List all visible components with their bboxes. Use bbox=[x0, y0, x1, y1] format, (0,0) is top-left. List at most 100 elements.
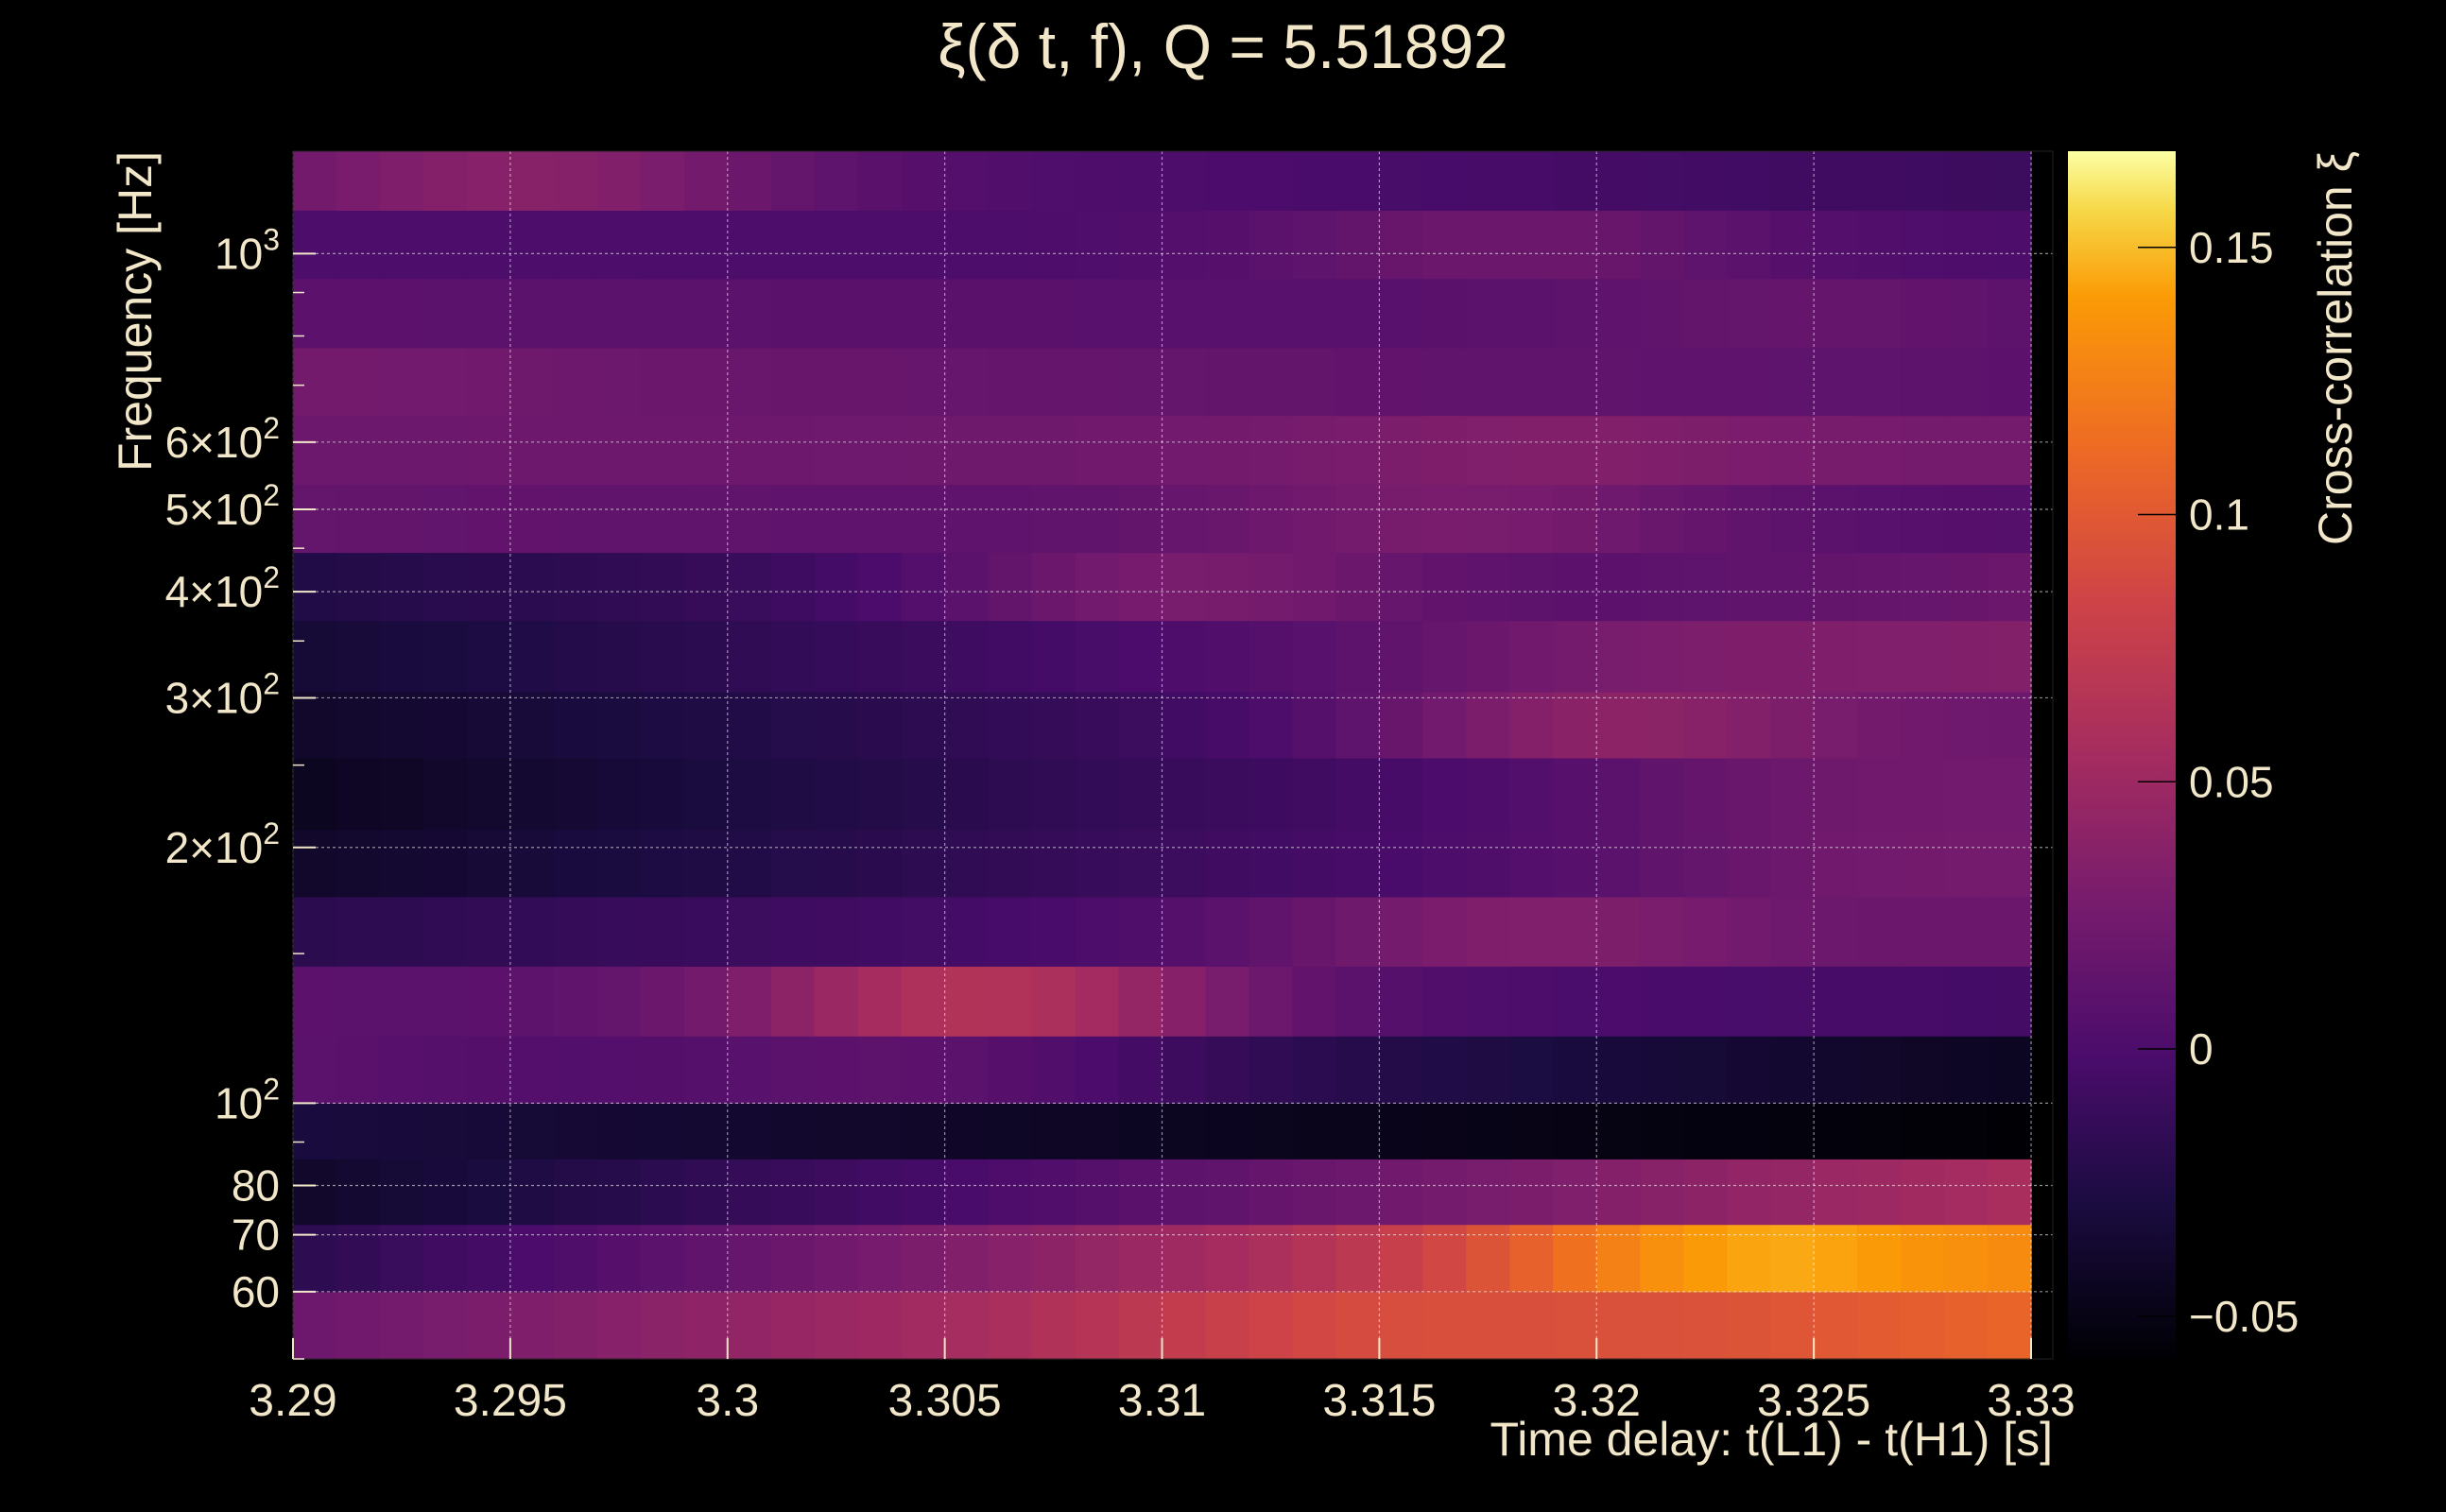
heatmap-cell bbox=[1292, 620, 1337, 693]
heatmap-cell bbox=[336, 1224, 381, 1293]
heatmap-cell bbox=[1727, 1224, 1771, 1293]
heatmap-cell bbox=[1075, 151, 1120, 212]
heatmap-cell bbox=[553, 1036, 598, 1104]
heatmap-cell bbox=[553, 966, 598, 1037]
heatmap-cell bbox=[1553, 347, 1597, 417]
heatmap-cell bbox=[1814, 415, 1858, 486]
y-tick-label: 102 bbox=[215, 1072, 280, 1127]
heatmap-cell bbox=[857, 484, 903, 554]
heatmap-cell bbox=[988, 757, 1033, 831]
heatmap-cell bbox=[1075, 829, 1120, 898]
heatmap-cell bbox=[683, 829, 729, 898]
heatmap-cell bbox=[1727, 1036, 1771, 1104]
heatmap-cell bbox=[1770, 210, 1815, 280]
heatmap-cell bbox=[901, 1103, 946, 1160]
heatmap-cell bbox=[1814, 966, 1858, 1037]
heatmap-cell bbox=[1770, 896, 1815, 967]
heatmap-cell bbox=[944, 151, 990, 212]
x-tick-label: 3.325 bbox=[1757, 1376, 1870, 1426]
heatmap-cell bbox=[640, 966, 685, 1037]
heatmap-cell bbox=[466, 552, 511, 622]
heatmap-cell bbox=[770, 415, 816, 486]
heatmap-cell bbox=[857, 1224, 903, 1293]
heatmap-cell bbox=[640, 484, 685, 554]
heatmap-cell bbox=[422, 1291, 468, 1360]
heatmap-cell bbox=[466, 415, 511, 486]
heatmap-cell bbox=[1509, 1036, 1554, 1104]
heatmap-cell bbox=[1901, 1224, 1945, 1293]
heatmap-cell bbox=[857, 415, 903, 486]
heatmap-cell bbox=[293, 966, 337, 1037]
x-axis-label: Time delay: t(L1) - t(H1) [s] bbox=[1490, 1413, 2053, 1466]
heatmap-cell bbox=[814, 151, 859, 212]
heatmap-cell bbox=[1031, 484, 1077, 554]
heatmap-cell bbox=[1205, 829, 1250, 898]
heatmap-cell bbox=[1901, 278, 1945, 349]
heatmap-cell bbox=[1640, 552, 1684, 622]
heatmap-cell bbox=[1901, 484, 1945, 554]
heatmap-cell bbox=[293, 210, 337, 280]
heatmap-cell bbox=[1162, 151, 1207, 212]
heatmap-cell bbox=[293, 552, 337, 622]
heatmap-cell bbox=[727, 151, 772, 212]
heatmap-cell bbox=[1379, 620, 1423, 693]
heatmap-cell bbox=[988, 347, 1033, 417]
heatmap-cell bbox=[770, 1036, 816, 1104]
heatmap-cell bbox=[1335, 757, 1380, 831]
heatmap-cell bbox=[1466, 692, 1510, 759]
heatmap-cell bbox=[901, 692, 946, 759]
heatmap-cell bbox=[727, 1103, 772, 1160]
heatmap-cell bbox=[379, 829, 424, 898]
heatmap-cell bbox=[1727, 552, 1771, 622]
heatmap-cell bbox=[1988, 151, 2032, 212]
y-axis-label: Frequency [Hz] bbox=[109, 151, 162, 472]
heatmap-cell bbox=[1988, 896, 2032, 967]
heatmap-cell bbox=[988, 1291, 1033, 1360]
heatmap-cell bbox=[1031, 415, 1077, 486]
heatmap-cell bbox=[727, 347, 772, 417]
heatmap-cell bbox=[1379, 966, 1423, 1037]
heatmap-cell bbox=[944, 1036, 990, 1104]
heatmap-cell bbox=[814, 1103, 859, 1160]
heatmap-cell bbox=[1988, 966, 2032, 1037]
heatmap-cell bbox=[1988, 552, 2032, 622]
heatmap-cell bbox=[1031, 1036, 1077, 1104]
heatmap-cell bbox=[1857, 552, 1902, 622]
heatmap-cell bbox=[1249, 692, 1294, 759]
heatmap-cell bbox=[1857, 278, 1902, 349]
heatmap-cell bbox=[336, 692, 381, 759]
heatmap-cell bbox=[1205, 692, 1250, 759]
heatmap-cell bbox=[1162, 278, 1207, 349]
heatmap-cell bbox=[466, 829, 511, 898]
heatmap-cell bbox=[1031, 552, 1077, 622]
heatmap-cell bbox=[1814, 484, 1858, 554]
heatmap-cell bbox=[727, 620, 772, 693]
heatmap-cell bbox=[770, 210, 816, 280]
heatmap-cell bbox=[1814, 151, 1858, 212]
heatmap-cell bbox=[683, 552, 729, 622]
grid-lines bbox=[292, 151, 2053, 1359]
heatmap-cell bbox=[901, 210, 946, 280]
heatmap-cell bbox=[1292, 1103, 1337, 1160]
heatmap-cell bbox=[1944, 278, 1989, 349]
heatmap-cell bbox=[857, 1159, 903, 1226]
heatmap-cell bbox=[509, 347, 555, 417]
heatmap-cell bbox=[814, 1291, 859, 1360]
heatmap-cell bbox=[509, 896, 555, 967]
heatmap-cell bbox=[727, 1159, 772, 1226]
heatmap-cell bbox=[1205, 1291, 1250, 1360]
heatmap-cell bbox=[988, 415, 1033, 486]
heatmap-cell bbox=[1988, 347, 2032, 417]
y-tick-label: 103 bbox=[215, 222, 280, 278]
heatmap-cell bbox=[1944, 484, 1989, 554]
heatmap-cell bbox=[640, 151, 685, 212]
heatmap-cell bbox=[683, 1036, 729, 1104]
heatmap-cell bbox=[1118, 896, 1163, 967]
heatmap-cell bbox=[1944, 347, 1989, 417]
heatmap-cell bbox=[1814, 829, 1858, 898]
heatmap-cell bbox=[1162, 1159, 1207, 1226]
heatmap-cell bbox=[466, 210, 511, 280]
heatmap-cell bbox=[1031, 151, 1077, 212]
heatmap-cell bbox=[1205, 1224, 1250, 1293]
heatmap-cell bbox=[683, 484, 729, 554]
